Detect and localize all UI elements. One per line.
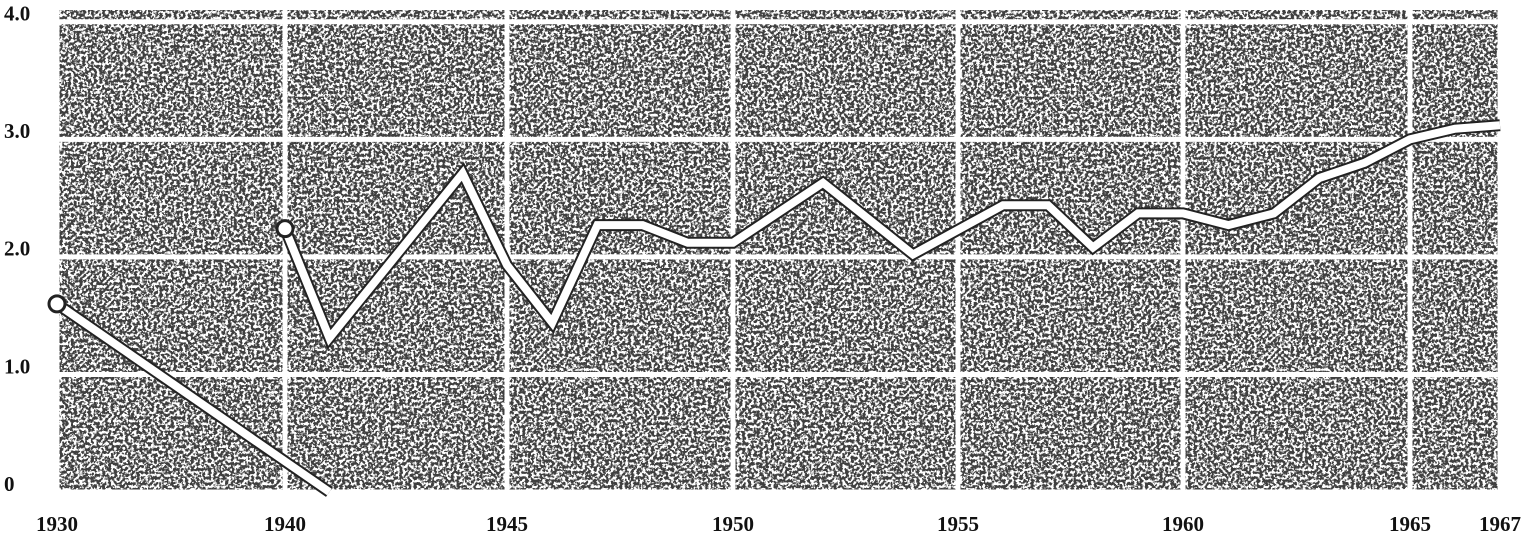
y-tick-label: 4.0 (4, 2, 30, 26)
texture (57, 10, 1500, 492)
x-tick-label: 1950 (712, 512, 754, 536)
y-tick-label: 1.0 (4, 354, 30, 378)
line (281, 121, 1501, 346)
x-tick-label: 1930 (36, 512, 78, 536)
x-tick-label: 1965 (1389, 512, 1431, 536)
x-tick-label: 1945 (486, 512, 528, 536)
line (54, 300, 332, 496)
x-tick-label: 1960 (1162, 512, 1204, 536)
x-tick-label: 1955 (937, 512, 979, 536)
x-tick-label: 1967 (1479, 512, 1521, 536)
x-tick-label: 1940 (264, 512, 306, 536)
start-marker (47, 294, 67, 314)
y-tick-label: 2.0 (4, 237, 30, 261)
start-marker (275, 219, 295, 239)
y-tick-label: 0 (4, 472, 15, 496)
y-tick-label: 3.0 (4, 119, 30, 143)
